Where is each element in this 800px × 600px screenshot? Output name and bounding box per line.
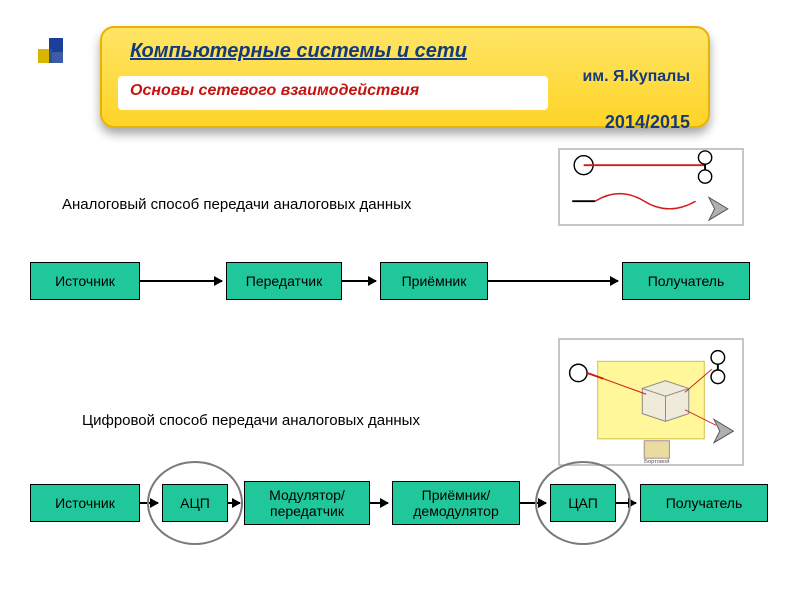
digital-flow-node: Получатель bbox=[640, 484, 768, 522]
slide-subtitle: Основы сетевого взаимодействия bbox=[118, 76, 548, 110]
digital-flow-node: Модулятор/ передатчик bbox=[244, 481, 370, 525]
digital-flow-node: ЦАП bbox=[550, 484, 616, 522]
header-panel: Компьютерные системы и сети Основы сетев… bbox=[100, 26, 710, 128]
digital-flow-node: Приёмник/ демодулятор bbox=[392, 481, 520, 525]
marker-square-3 bbox=[49, 49, 63, 63]
section2-label: Цифровой способ передачи аналоговых данн… bbox=[82, 412, 420, 429]
analog-flow-arrow bbox=[342, 280, 376, 282]
digital-flow-node: АЦП bbox=[162, 484, 228, 522]
slide-marker bbox=[38, 38, 64, 64]
analog-flow-node: Получатель bbox=[622, 262, 750, 300]
slide-title: Компьютерные системы и сети bbox=[130, 40, 467, 63]
section1-flow: Источник Передатчик Приёмник Получатель bbox=[0, 262, 800, 322]
section2-flow: Источник АЦП Модулятор/ передатчик Приёмник… bbox=[0, 484, 800, 544]
digital-flow-node: Источник bbox=[30, 484, 140, 522]
analog-flow-arrow bbox=[488, 280, 618, 282]
analog-flow-node: Источник bbox=[30, 262, 140, 300]
svg-text:Бортовой: Бортовой bbox=[644, 458, 669, 464]
institution-label: им. Я.Купалы bbox=[582, 68, 690, 86]
year-label: 2014/2015 bbox=[605, 112, 690, 133]
analog-flow-arrow bbox=[140, 280, 222, 282]
section1-label: Аналоговый способ передачи аналоговых да… bbox=[62, 196, 411, 213]
digital-flow-arrow bbox=[370, 502, 388, 504]
analog-flow-node: Передатчик bbox=[226, 262, 342, 300]
analog-flow-node: Приёмник bbox=[380, 262, 488, 300]
section1-illustration bbox=[558, 148, 744, 226]
section2-illustration: Бортовой bbox=[558, 338, 744, 466]
